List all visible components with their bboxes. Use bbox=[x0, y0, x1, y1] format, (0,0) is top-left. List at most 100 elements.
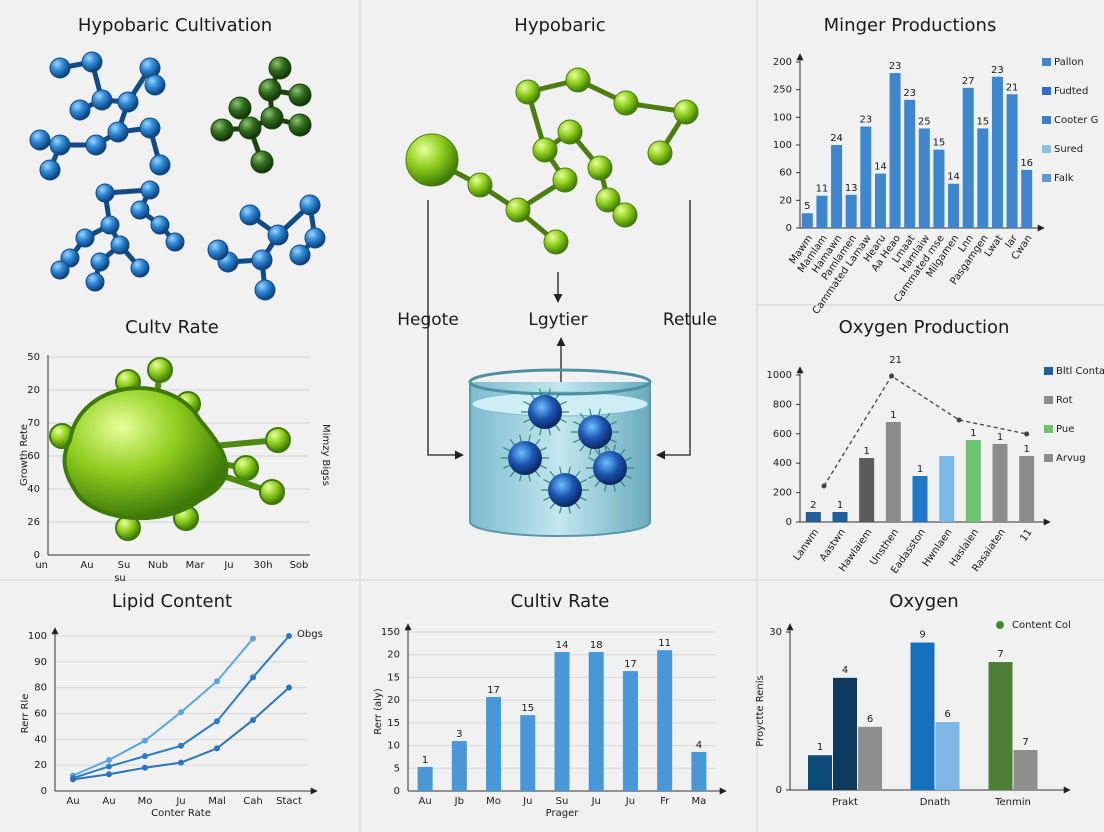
bar-label: 24 bbox=[830, 133, 843, 144]
y-tick-label: 0 bbox=[786, 223, 792, 234]
flow-label: Hegote bbox=[397, 310, 459, 330]
atom bbox=[107, 121, 129, 143]
bar bbox=[805, 512, 821, 522]
x-tick-label: Tenmin bbox=[994, 797, 1031, 808]
bar bbox=[988, 662, 1013, 790]
x-tick-label: Dnath bbox=[920, 797, 950, 808]
bar bbox=[832, 512, 848, 522]
bar-label: 25 bbox=[918, 116, 931, 127]
x-tick-label: Au bbox=[102, 796, 115, 807]
bar bbox=[874, 173, 886, 228]
y-tick-label: 80 bbox=[34, 683, 47, 694]
bar-label: 14 bbox=[556, 640, 569, 651]
bar-label: 15 bbox=[933, 138, 946, 149]
bar-label: 1 bbox=[970, 428, 976, 439]
bar bbox=[860, 126, 872, 228]
bar-label: 14 bbox=[874, 162, 887, 173]
bar bbox=[845, 194, 857, 228]
legend-label: Pallon bbox=[1054, 57, 1084, 68]
y-tick-label: 20 bbox=[387, 695, 400, 706]
bar-label: 23 bbox=[889, 61, 902, 72]
bar bbox=[962, 87, 974, 228]
virus-cell bbox=[578, 415, 612, 449]
y-tick-label: 200 bbox=[773, 488, 792, 499]
point bbox=[178, 759, 184, 766]
x-tick-label: Fr bbox=[660, 796, 670, 807]
virus-cell bbox=[593, 451, 627, 485]
bar bbox=[801, 213, 813, 228]
x-tick-label: Ju bbox=[625, 796, 635, 807]
spike-ball bbox=[265, 427, 291, 453]
legend-label: Fudted bbox=[1054, 86, 1088, 97]
atom bbox=[587, 155, 613, 181]
x-tick-label: Sob bbox=[290, 560, 309, 571]
x-tick-label: Mo bbox=[138, 796, 153, 807]
x-tick-label: Nub bbox=[148, 560, 168, 571]
bar bbox=[858, 726, 882, 790]
bar-label: 1 bbox=[890, 410, 896, 421]
axis-label: Prager bbox=[546, 808, 580, 819]
y-tick-label: 600 bbox=[773, 429, 792, 440]
bar-label: 21 bbox=[1006, 82, 1019, 93]
atom bbox=[299, 194, 321, 216]
legend-swatch bbox=[996, 621, 1004, 629]
point bbox=[106, 757, 112, 763]
x-tick-label: un bbox=[35, 560, 48, 571]
legend-label: Obgs bbox=[297, 629, 323, 640]
bar-label: 4 bbox=[842, 665, 848, 676]
bar bbox=[1013, 749, 1038, 790]
side-label: Mimzy Bigss bbox=[320, 424, 331, 486]
legend-label: Rot bbox=[1056, 395, 1073, 406]
atom bbox=[150, 215, 170, 235]
bar-label: 16 bbox=[1020, 158, 1033, 169]
atom bbox=[613, 90, 639, 116]
x-tick-label: Stact bbox=[276, 796, 302, 807]
y-tick-label: 40 bbox=[27, 484, 40, 495]
axis-label: Rerr (aly) bbox=[373, 688, 384, 735]
y-tick-label: 26 bbox=[27, 517, 40, 528]
y-tick-label: 0 bbox=[786, 517, 792, 528]
point bbox=[286, 684, 292, 691]
bar-label: 13 bbox=[845, 183, 858, 194]
spike-ball bbox=[259, 479, 285, 505]
atom bbox=[267, 224, 289, 246]
atom bbox=[207, 239, 229, 261]
legend-label: Bltl Contac bbox=[1056, 366, 1104, 377]
point bbox=[106, 763, 112, 770]
bar-label: 14 bbox=[947, 172, 960, 183]
bar bbox=[991, 76, 1003, 228]
atom bbox=[149, 154, 171, 176]
atom bbox=[85, 272, 105, 292]
x-tick-label: Su bbox=[556, 796, 569, 807]
point bbox=[178, 742, 184, 749]
y-tick-label: 400 bbox=[773, 458, 792, 469]
bar bbox=[965, 439, 981, 522]
legend-swatch bbox=[1042, 87, 1051, 95]
y-tick-label: 60 bbox=[27, 451, 40, 462]
x-tick-label: Au bbox=[80, 560, 93, 571]
y-tick-label: 50 bbox=[27, 352, 40, 363]
chart-title: Minger Productions bbox=[824, 15, 997, 36]
bar bbox=[910, 642, 935, 790]
y-tick-label: 0 bbox=[776, 785, 782, 796]
bar-label: 1 bbox=[1023, 444, 1029, 455]
y-tick-label: 60 bbox=[34, 709, 47, 720]
atom bbox=[505, 197, 531, 223]
axis-label: Conter Rate bbox=[151, 808, 211, 819]
axis-label: Rerr Rle bbox=[20, 694, 31, 734]
atom bbox=[251, 249, 273, 271]
bar-label: 18 bbox=[590, 640, 603, 651]
atom bbox=[612, 202, 638, 228]
x-tick-label: Cah bbox=[243, 796, 262, 807]
atom bbox=[515, 79, 541, 105]
bar bbox=[486, 696, 502, 791]
flow-label: Lgytier bbox=[528, 310, 587, 330]
virus-cell bbox=[528, 395, 562, 429]
x-tick-label: 30h bbox=[253, 560, 272, 571]
bar-label: 23 bbox=[903, 88, 916, 99]
bar bbox=[622, 671, 638, 791]
bar-label: 27 bbox=[962, 76, 975, 87]
bar bbox=[417, 766, 433, 791]
legend-swatch bbox=[1044, 454, 1053, 462]
